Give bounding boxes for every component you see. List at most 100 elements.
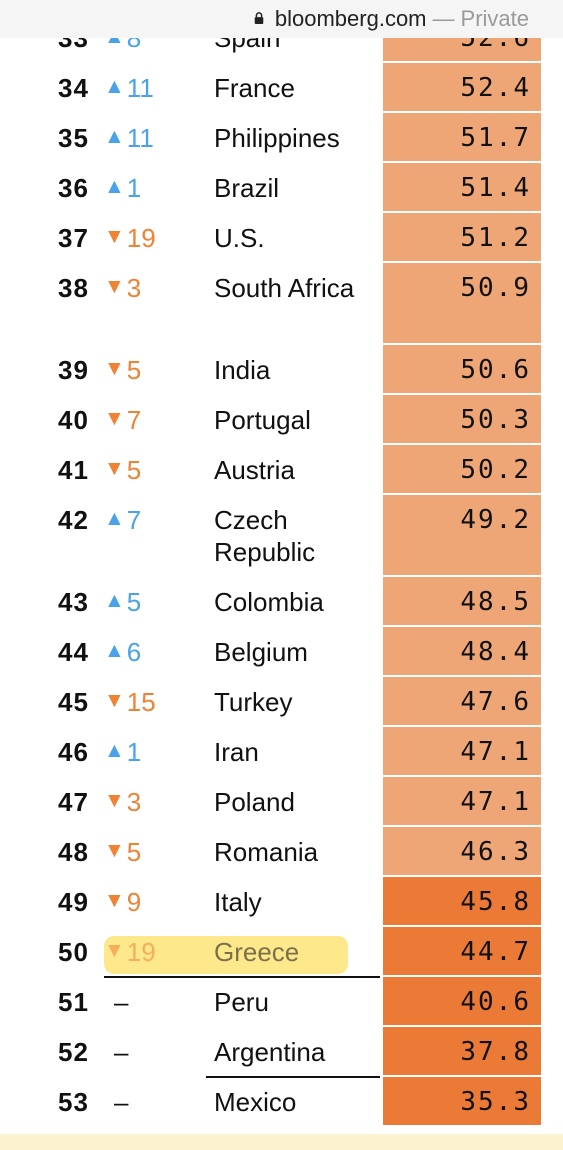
down-arrow-icon: ▼ [104,457,125,480]
table-row: 50 ▼ 19 Greece 44.7 [0,927,563,977]
rank-change-value: 5 [126,455,142,485]
underline-mark [206,1076,380,1078]
country-name: Philippines [214,123,340,153]
up-arrow-icon: ▲ [104,639,125,662]
rank-change-value: – [114,1087,129,1117]
rank-change: ▲ 11 [104,113,214,152]
ranking-table: 33▲8Spain52.634▲11France52.435▲11Philipp… [0,13,563,1127]
country-name: India [214,355,271,385]
up-arrow-icon: ▲ [104,507,125,530]
rank-change: ▼ 7 [104,395,214,434]
table-row: 37 ▼ 19 U.S. 51.2 [0,213,563,263]
country-name: Brazil [214,173,280,203]
rank-change-value: 5 [126,587,142,617]
rank-change: ▼ 9 [104,877,214,916]
rank-change-value: 15 [126,687,156,717]
rank-change-value: 1 [126,737,142,767]
rank-number: 49 [58,887,89,917]
country-name: France [214,73,295,103]
country-name: Czech Republic [214,505,316,567]
rank-number: 39 [58,355,89,385]
country-name: U.S. [214,223,265,253]
rank-number: 38 [58,273,89,303]
table-row: 47 ▼ 3 Poland 47.1 [0,777,563,827]
country-name: Iran [214,737,259,767]
score-cell: 47.1 [383,777,541,825]
down-arrow-icon: ▼ [104,789,125,812]
rank-change: ▼ 19 [104,927,214,966]
country-name: Portugal [214,405,311,435]
up-arrow-icon: ▲ [104,589,125,612]
rank-change: ▼ 5 [104,827,214,866]
rank-number: 50 [58,937,89,967]
score-cell: 49.2 [383,495,541,575]
private-label: Private [460,6,529,31]
down-arrow-icon: ▼ [104,839,125,862]
rank-number: 42 [58,505,89,535]
rank-change: ▼ 15 [104,677,214,716]
country-name: Argentina [214,1037,326,1067]
up-arrow-icon: ▲ [104,75,125,98]
score-cell: 48.5 [383,577,541,625]
lock-icon [254,12,264,24]
country-name: Italy [214,887,262,917]
country-name: Mexico [214,1087,297,1117]
browser-address-bar[interactable]: bloomberg.com — Private [0,0,563,38]
down-arrow-icon: ▼ [104,225,125,248]
country-name: South Africa [214,273,355,303]
rank-number: 53 [58,1087,89,1117]
rank-change-value: 5 [126,837,142,867]
rank-change-value: – [114,1037,129,1067]
rank-change: ▲ 11 [104,63,214,102]
country-name: Colombia [214,587,324,617]
country-name: Peru [214,987,269,1017]
rank-change: ▼ 19 [104,213,214,252]
score-cell: 52.4 [383,63,541,111]
rank-change: ▼ 5 [104,445,214,484]
rank-change-value: 7 [126,405,142,435]
rank-change-value: 6 [126,637,142,667]
rank-number: 45 [58,687,89,717]
table-row: 52– Argentina 37.8 [0,1027,563,1077]
rank-change: ▼ 5 [104,345,214,384]
country-name: Romania [214,837,319,867]
rank-change: ▲ 1 [104,163,214,202]
rank-number: 51 [58,987,89,1017]
rank-number: 46 [58,737,89,767]
table-row: 34 ▲ 11 France 52.4 [0,63,563,113]
score-cell: 47.6 [383,677,541,725]
table-row: 42 ▲ 7 Czech Republic 49.2 [0,495,563,577]
up-arrow-icon: ▲ [104,125,125,148]
score-cell: 51.2 [383,213,541,261]
up-arrow-icon: ▲ [104,739,125,762]
down-arrow-icon: ▼ [104,357,125,380]
rank-change-value: 5 [126,355,142,385]
rank-number: 35 [58,123,89,153]
domain-text: bloomberg.com [274,6,427,31]
rank-change: ▼ 3 [104,263,214,302]
rank-number: 40 [58,405,89,435]
table-row: 49 ▼ 9 Italy 45.8 [0,877,563,927]
table-row: 53– Mexico 35.3 [0,1077,563,1127]
country-name: Poland [214,787,295,817]
score-cell: 40.6 [383,977,541,1025]
score-cell: 45.8 [383,877,541,925]
down-arrow-icon: ▼ [104,275,125,298]
rank-change: ▲ 7 [104,495,214,534]
rank-number: 41 [58,455,89,485]
rank-change: – [104,1077,214,1116]
country-name: Austria [214,455,295,485]
greece-highlight [104,936,348,974]
score-cell: 47.1 [383,727,541,775]
country-name: Turkey [214,687,293,717]
table-row: 38 ▼ 3 South Africa 50.9 [0,263,563,345]
table-row: 48 ▼ 5 Romania 46.3 [0,827,563,877]
rank-change-value: 3 [126,273,142,303]
down-arrow-icon: ▼ [104,689,125,712]
score-cell: 50.2 [383,445,541,493]
score-cell: 37.8 [383,1027,541,1075]
rank-change: ▼ 3 [104,777,214,816]
rank-number: 48 [58,837,89,867]
up-arrow-icon: ▲ [104,175,125,198]
score-cell: 46.3 [383,827,541,875]
